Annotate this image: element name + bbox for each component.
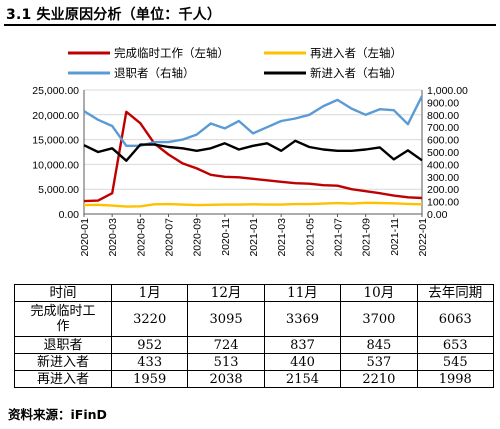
x-axis-tick-label: 2021-05 bbox=[304, 218, 316, 257]
right-axis-tick-label: 200.00 bbox=[427, 184, 459, 196]
table-cell: 2038 bbox=[187, 370, 265, 388]
table-cell: 537 bbox=[340, 353, 418, 371]
table-row-label: 再进入者 bbox=[14, 370, 112, 388]
table-header-cell: 10月 bbox=[340, 284, 418, 302]
table-cell: 3220 bbox=[110, 301, 189, 337]
source-note: 资料来源：iFinD bbox=[8, 407, 107, 422]
legend: 完成临时工作（左轴） 再进入者（左轴） 退职者（右轴） 新进入者（右轴） bbox=[68, 46, 402, 80]
title-underline bbox=[4, 24, 496, 26]
table-cell: 545 bbox=[416, 353, 495, 371]
legend-label-complete-temp: 完成临时工作（左轴） bbox=[114, 46, 229, 60]
gridlines bbox=[84, 89, 422, 190]
axes bbox=[83, 90, 423, 217]
table-cell: 724 bbox=[187, 336, 265, 354]
table-cell: 6063 bbox=[416, 301, 495, 337]
series-line-retiree bbox=[83, 95, 424, 148]
x-axis-tick-label: 2021-09 bbox=[361, 218, 373, 257]
x-axis-tick-label: 2020-05 bbox=[135, 218, 147, 257]
right-axis-tick-label: 0.00 bbox=[427, 209, 448, 221]
right-axis-tick-label: 1,000.00 bbox=[427, 85, 468, 97]
table-cell: 513 bbox=[187, 353, 265, 371]
left-axis-tick-label: 25,000.00 bbox=[32, 85, 79, 97]
comparison-table: 时间 1月 12月 11月 10月 去年同期 完成临时工作 3220 3095 … bbox=[14, 284, 495, 388]
left-axis-tick-label: 10,000.00 bbox=[32, 159, 79, 171]
x-axis-tick-label: 2021-01 bbox=[248, 218, 260, 257]
table-row-label: 新进入者 bbox=[14, 353, 112, 371]
table-cell: 653 bbox=[416, 336, 495, 354]
x-axis-tick-label: 2021-07 bbox=[333, 218, 345, 257]
table-cell: 1998 bbox=[416, 370, 495, 388]
x-axis-tick-label: 2020-01 bbox=[79, 218, 91, 257]
table-header-cell: 11月 bbox=[263, 284, 342, 302]
x-axis-tick-label: 2020-11 bbox=[220, 218, 232, 256]
tick-labels: 0.00 5,000.00 10,000.00 15,000.00 20,000.00 2… bbox=[32, 85, 468, 257]
right-axis-tick-label: 500.00 bbox=[427, 147, 459, 159]
table-cell: 3700 bbox=[340, 301, 418, 337]
x-axis-tick-label: 2021-03 bbox=[276, 218, 288, 257]
table-cell: 3369 bbox=[263, 301, 342, 337]
table-row: 退职者 952 724 837 845 653 bbox=[14, 336, 495, 354]
right-axis-tick-label: 300.00 bbox=[427, 172, 459, 184]
table-row-label: 退职者 bbox=[14, 336, 112, 354]
table-header-cell: 时间 bbox=[14, 284, 112, 302]
table-header-cell: 1月 bbox=[110, 284, 189, 302]
table-row: 新进入者 433 513 440 537 545 bbox=[14, 353, 495, 371]
table-cell: 952 bbox=[110, 336, 189, 354]
table-row-label: 完成临时工作 bbox=[14, 301, 112, 337]
x-axis-tick-label: 2022-01 bbox=[417, 218, 429, 257]
right-axis-tick-label: 700.00 bbox=[427, 122, 459, 134]
table-cell: 2154 bbox=[263, 370, 342, 388]
right-axis-tick-label: 100.00 bbox=[427, 197, 459, 209]
right-axis-tick-label: 600.00 bbox=[427, 135, 459, 147]
table-row: 完成临时工作 3220 3095 3369 3700 6063 bbox=[14, 301, 495, 337]
table-cell: 433 bbox=[110, 353, 189, 371]
x-axis-tick-label: 2020-09 bbox=[192, 218, 204, 257]
x-axis-tick-label: 2021-11 bbox=[389, 218, 401, 256]
series-line-complete-temp bbox=[83, 110, 423, 203]
table-cell: 1959 bbox=[110, 370, 189, 388]
table-header-row: 时间 1月 12月 11月 10月 去年同期 bbox=[14, 284, 495, 302]
table-cell: 2210 bbox=[340, 370, 418, 388]
table-cell: 3095 bbox=[187, 301, 265, 337]
right-axis-tick-label: 800.00 bbox=[427, 110, 459, 122]
left-axis-tick-label: 20,000.00 bbox=[32, 110, 79, 122]
legend-label-new-entrant: 新进入者（右轴） bbox=[310, 66, 402, 80]
table-cell: 845 bbox=[340, 336, 418, 354]
legend-label-retiree: 退职者（右轴） bbox=[114, 66, 195, 80]
series-lines bbox=[83, 95, 424, 208]
x-axis-tick-label: 2020-07 bbox=[164, 218, 176, 257]
series-line-new-entrant bbox=[83, 139, 423, 162]
unemployment-reason-chart: 完成临时工作（左轴） 再进入者（左轴） 退职者（右轴） 新进入者（右轴） 0.0… bbox=[32, 46, 468, 257]
table-cell: 837 bbox=[263, 336, 342, 354]
table-header-cell: 去年同期 bbox=[416, 284, 495, 302]
right-axis-tick-label: 400.00 bbox=[427, 159, 459, 171]
series-line-reentrant bbox=[83, 201, 423, 208]
left-axis-tick-label: 5,000.00 bbox=[38, 184, 79, 196]
x-axis-tick-label: 2020-03 bbox=[107, 218, 119, 257]
left-axis-tick-label: 0.00 bbox=[59, 209, 80, 221]
legend-label-reentrant: 再进入者（左轴） bbox=[310, 46, 402, 60]
table-header-cell: 12月 bbox=[187, 284, 265, 302]
table-cell: 440 bbox=[263, 353, 342, 371]
left-axis-tick-label: 15,000.00 bbox=[32, 135, 79, 147]
right-axis-tick-label: 900.00 bbox=[427, 97, 459, 109]
page-title: 3.1 失业原因分析（单位：千人） bbox=[6, 7, 222, 23]
table-row: 再进入者 1959 2038 2154 2210 1998 bbox=[14, 370, 495, 388]
